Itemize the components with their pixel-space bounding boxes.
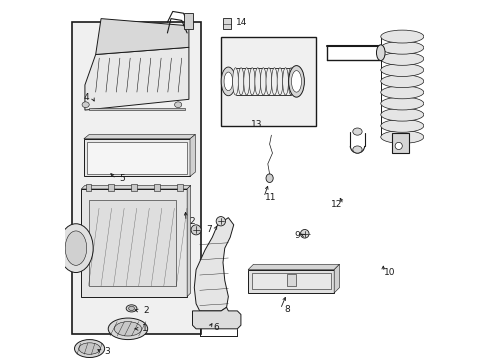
Bar bbox=[81, 189, 187, 297]
Ellipse shape bbox=[265, 174, 273, 183]
Ellipse shape bbox=[277, 68, 282, 95]
Ellipse shape bbox=[352, 146, 362, 153]
Bar bbox=[391, 134, 408, 153]
Bar bbox=[86, 141, 187, 174]
Polygon shape bbox=[81, 185, 190, 189]
Ellipse shape bbox=[59, 224, 93, 273]
Bar bbox=[247, 270, 333, 293]
Ellipse shape bbox=[249, 68, 255, 95]
Text: 3: 3 bbox=[104, 347, 110, 356]
Text: 7: 7 bbox=[205, 225, 211, 234]
Ellipse shape bbox=[271, 68, 277, 95]
Ellipse shape bbox=[288, 66, 304, 97]
Ellipse shape bbox=[260, 68, 265, 95]
Ellipse shape bbox=[82, 102, 89, 108]
Text: 9: 9 bbox=[294, 231, 300, 240]
Ellipse shape bbox=[265, 68, 271, 95]
Text: 10: 10 bbox=[383, 268, 395, 277]
Bar bbox=[108, 184, 114, 191]
Text: 1: 1 bbox=[142, 324, 147, 333]
Ellipse shape bbox=[282, 68, 288, 95]
Ellipse shape bbox=[380, 64, 423, 76]
Text: 12: 12 bbox=[331, 200, 342, 209]
Ellipse shape bbox=[394, 142, 402, 149]
Bar bbox=[177, 184, 183, 191]
Ellipse shape bbox=[224, 72, 232, 91]
Bar bbox=[88, 108, 185, 110]
Bar bbox=[251, 273, 330, 289]
Bar bbox=[154, 184, 160, 191]
Ellipse shape bbox=[221, 67, 235, 96]
Text: 11: 11 bbox=[264, 193, 276, 202]
Text: 5: 5 bbox=[120, 175, 125, 184]
Ellipse shape bbox=[291, 71, 301, 92]
Polygon shape bbox=[192, 307, 241, 329]
Ellipse shape bbox=[287, 68, 293, 95]
Text: 8: 8 bbox=[284, 305, 289, 314]
Polygon shape bbox=[194, 218, 233, 311]
Ellipse shape bbox=[300, 229, 308, 238]
Bar bbox=[83, 139, 190, 176]
Text: 4: 4 bbox=[83, 93, 89, 102]
Ellipse shape bbox=[380, 75, 423, 87]
Ellipse shape bbox=[128, 306, 134, 311]
Ellipse shape bbox=[191, 225, 201, 235]
Bar bbox=[223, 18, 230, 30]
Polygon shape bbox=[187, 185, 190, 297]
Bar bbox=[72, 22, 201, 334]
Ellipse shape bbox=[74, 339, 104, 357]
Bar bbox=[131, 184, 137, 191]
Polygon shape bbox=[190, 134, 195, 176]
Ellipse shape bbox=[380, 53, 423, 65]
Polygon shape bbox=[333, 264, 339, 293]
Ellipse shape bbox=[174, 102, 182, 108]
Ellipse shape bbox=[376, 45, 384, 60]
Bar bbox=[221, 37, 316, 126]
Ellipse shape bbox=[126, 305, 137, 312]
Ellipse shape bbox=[216, 217, 225, 226]
Ellipse shape bbox=[352, 128, 362, 135]
Ellipse shape bbox=[380, 120, 423, 132]
Text: 13: 13 bbox=[251, 120, 262, 129]
Polygon shape bbox=[247, 264, 339, 270]
Text: 14: 14 bbox=[235, 18, 246, 27]
Text: 6: 6 bbox=[212, 323, 218, 332]
Ellipse shape bbox=[238, 68, 244, 95]
Ellipse shape bbox=[232, 68, 238, 95]
Ellipse shape bbox=[79, 343, 100, 354]
Polygon shape bbox=[96, 19, 188, 54]
Polygon shape bbox=[85, 47, 188, 110]
Ellipse shape bbox=[380, 41, 423, 54]
Ellipse shape bbox=[108, 318, 147, 339]
Ellipse shape bbox=[254, 68, 260, 95]
Text: 2: 2 bbox=[143, 306, 148, 315]
Bar bbox=[85, 184, 91, 191]
Ellipse shape bbox=[380, 131, 423, 143]
Ellipse shape bbox=[380, 30, 423, 43]
Ellipse shape bbox=[380, 86, 423, 99]
Bar bbox=[88, 200, 176, 286]
Ellipse shape bbox=[244, 68, 249, 95]
Ellipse shape bbox=[380, 108, 423, 121]
Ellipse shape bbox=[65, 231, 86, 265]
Polygon shape bbox=[83, 134, 195, 139]
Bar bbox=[183, 13, 192, 30]
Bar bbox=[286, 274, 295, 286]
Ellipse shape bbox=[380, 97, 423, 110]
Ellipse shape bbox=[114, 321, 142, 336]
Text: 2: 2 bbox=[189, 217, 195, 226]
